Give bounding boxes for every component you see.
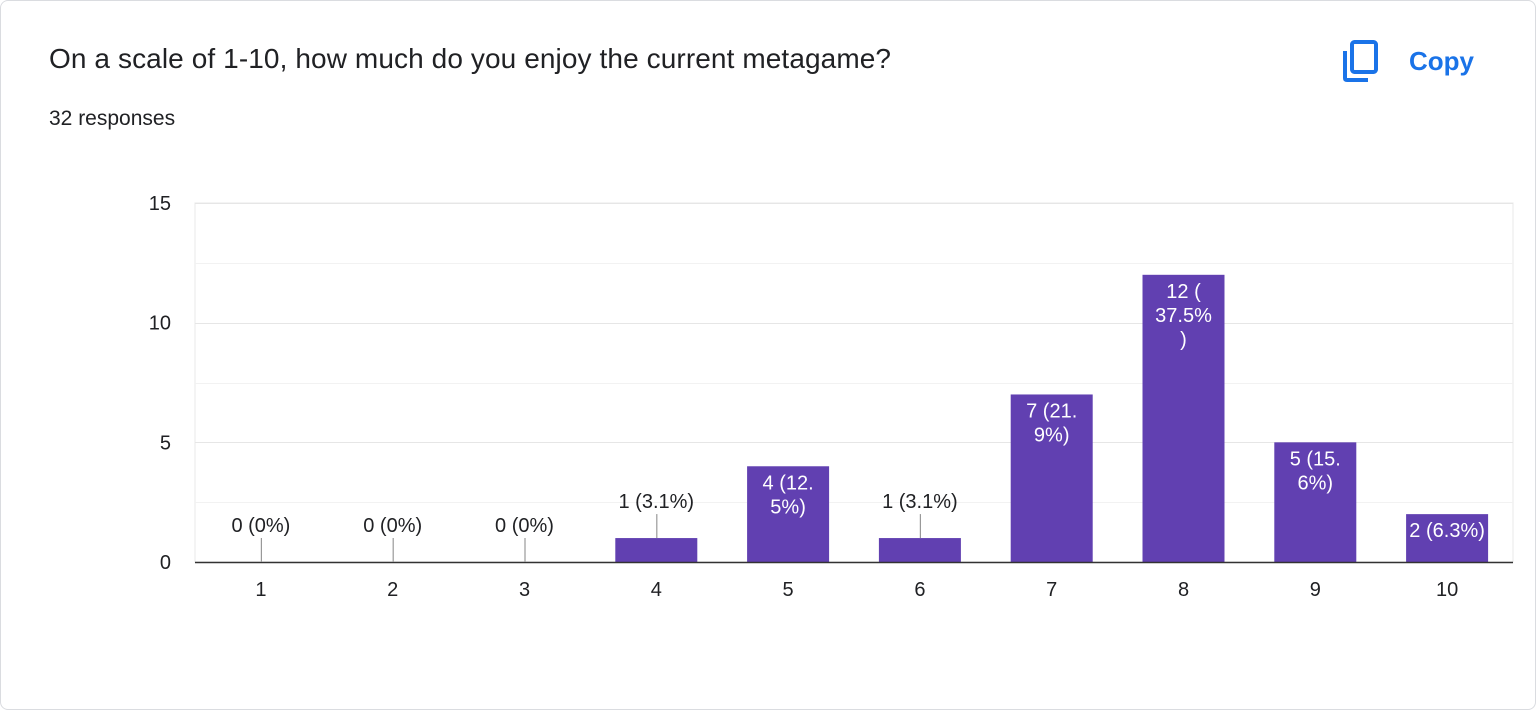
data-label: 6%) (1298, 472, 1334, 494)
data-label: 5 (15. (1290, 448, 1341, 470)
y-axis-ticks: 0 5 10 15 (149, 193, 171, 574)
bars (615, 274, 1489, 562)
data-labels: 0 (0%) 0 (0%) 0 (0%) 1 (3.1%) 4 (12.5%) 1 (3.… (231, 281, 1485, 562)
x-tick-label: 2 (387, 579, 398, 601)
data-label: 9%) (1034, 424, 1070, 446)
copy-icon (1343, 40, 1378, 82)
data-label: 0 (0%) (363, 515, 422, 537)
x-tick-label: 5 (783, 579, 794, 601)
data-label: 2 (6.3%) (1409, 520, 1485, 542)
data-label: 1 (3.1%) (882, 491, 958, 513)
x-axis-ticks: 1 2 3 4 5 6 7 8 9 10 (255, 579, 1458, 601)
x-tick-label: 1 (255, 579, 266, 601)
bar (615, 538, 698, 562)
x-tick-label: 4 (651, 579, 662, 601)
data-label: 4 (12. (763, 472, 814, 494)
bar (747, 466, 830, 562)
y-tick-label: 0 (160, 552, 171, 574)
x-tick-label: 9 (1310, 579, 1321, 601)
x-tick-label: 10 (1436, 579, 1458, 601)
data-label: 0 (0%) (231, 515, 290, 537)
data-label: ) (1180, 329, 1187, 351)
bar (878, 538, 961, 562)
data-label: 0 (0%) (495, 515, 554, 537)
bar (1406, 514, 1489, 562)
y-tick-label: 15 (149, 193, 171, 215)
x-tick-label: 8 (1178, 579, 1189, 601)
data-label: 5%) (770, 496, 806, 518)
bar (1274, 442, 1357, 562)
data-label: 1 (3.1%) (619, 491, 695, 513)
x-tick-label: 3 (519, 579, 530, 601)
bar (1142, 274, 1225, 562)
x-tick-label: 6 (914, 579, 925, 601)
response-count: 32 responses (49, 107, 176, 130)
x-tick-label: 7 (1046, 579, 1057, 601)
data-label: 7 (21. (1026, 400, 1077, 422)
question-title: On a scale of 1-10, how much do you enjo… (49, 43, 892, 74)
y-tick-label: 5 (160, 432, 171, 454)
data-label: 37.5% (1155, 305, 1212, 327)
y-tick-label: 10 (149, 313, 171, 335)
bar (1010, 394, 1093, 562)
copy-label: Copy (1409, 45, 1474, 76)
data-label: 12 ( (1166, 281, 1201, 303)
copy-button[interactable]: Copy (1341, 31, 1501, 91)
